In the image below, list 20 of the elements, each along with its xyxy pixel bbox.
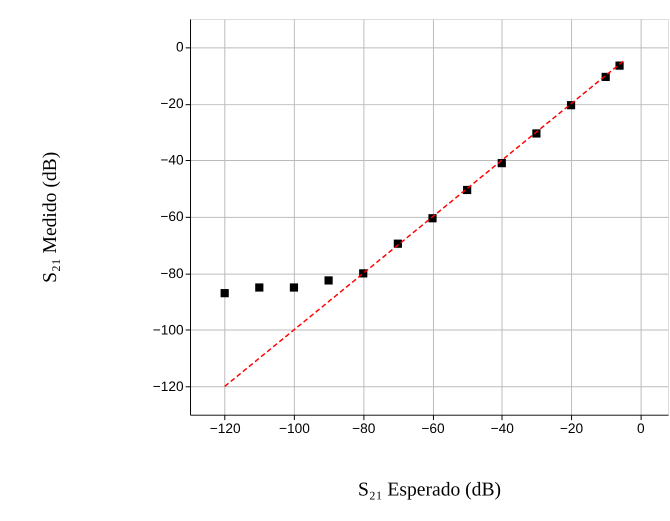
y-tick-label: 0 xyxy=(176,40,184,55)
point xyxy=(220,289,229,298)
y-axis-title: S₂₁ Medido (dB) xyxy=(40,152,61,283)
point xyxy=(255,283,264,292)
y-tick-label: −100 xyxy=(152,322,184,338)
x-tick-label: −40 xyxy=(490,420,514,436)
x-tick-label: −60 xyxy=(421,420,445,436)
point xyxy=(290,283,298,292)
y-tick-label: −40 xyxy=(160,152,184,168)
x-tick-label: 0 xyxy=(637,420,646,436)
x-axis-title: S₂₁ Esperado (dB) xyxy=(358,480,502,501)
x-tick-label: −100 xyxy=(278,420,310,436)
y-tick-label: −60 xyxy=(160,209,184,224)
point xyxy=(324,276,333,285)
x-tick-label: −120 xyxy=(210,420,241,436)
y-tick-label: −80 xyxy=(160,266,184,281)
y-tick-label: −120 xyxy=(152,378,184,394)
x-tick-label: −20 xyxy=(560,420,584,436)
y-tick-label: −20 xyxy=(160,96,184,112)
x-tick-label: −80 xyxy=(352,420,376,436)
